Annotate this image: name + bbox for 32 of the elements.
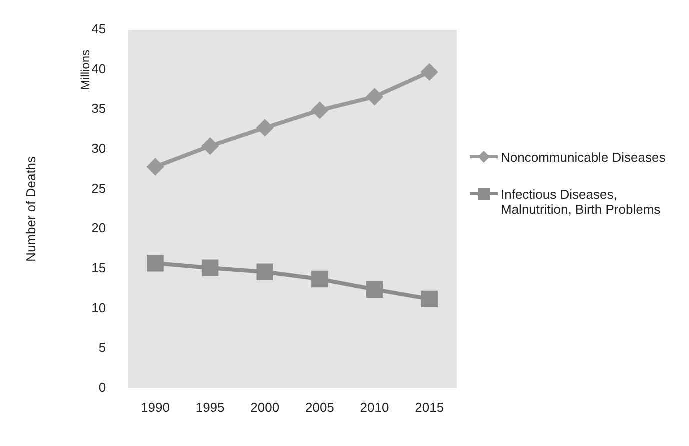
y-tick-label: 45: [92, 22, 106, 37]
point: [422, 64, 438, 80]
point: [202, 138, 218, 154]
point: [366, 281, 384, 298]
x-tick-label: 2010: [360, 400, 390, 415]
point: [257, 120, 274, 136]
y-tick-label: 35: [92, 101, 106, 116]
x-tick-label: 2015: [415, 400, 444, 415]
x-tick-label: 1995: [196, 400, 225, 415]
y-tick-label: 5: [98, 340, 106, 356]
point: [256, 264, 274, 280]
point: [312, 270, 328, 288]
point: [312, 102, 328, 118]
x-tick-label: 2000: [250, 400, 280, 415]
point: [147, 254, 164, 272]
text: Millions: [78, 50, 92, 90]
y-tick-label: 10: [92, 300, 106, 316]
point: [421, 290, 438, 308]
x-tick-label: 2005: [305, 400, 334, 415]
y-tick-label: 20: [92, 220, 106, 236]
y-tick-label: 40: [92, 61, 106, 76]
y-axis-title: Number of Deaths: [23, 156, 38, 262]
point: [202, 260, 219, 276]
x-tick-label: 1990: [141, 400, 170, 415]
y-tick-label: 15: [92, 260, 106, 276]
legend-label: Infectious Diseases, Malnutrition, Birth Problems: [501, 187, 662, 217]
point: [366, 88, 383, 105]
y-tick-label: 25: [92, 180, 106, 196]
point: [147, 158, 164, 175]
legend-label: Noncommunicable Diseases: [501, 150, 666, 165]
y-tick-label: 30: [92, 141, 106, 156]
y-tick-label: 0: [98, 380, 106, 395]
